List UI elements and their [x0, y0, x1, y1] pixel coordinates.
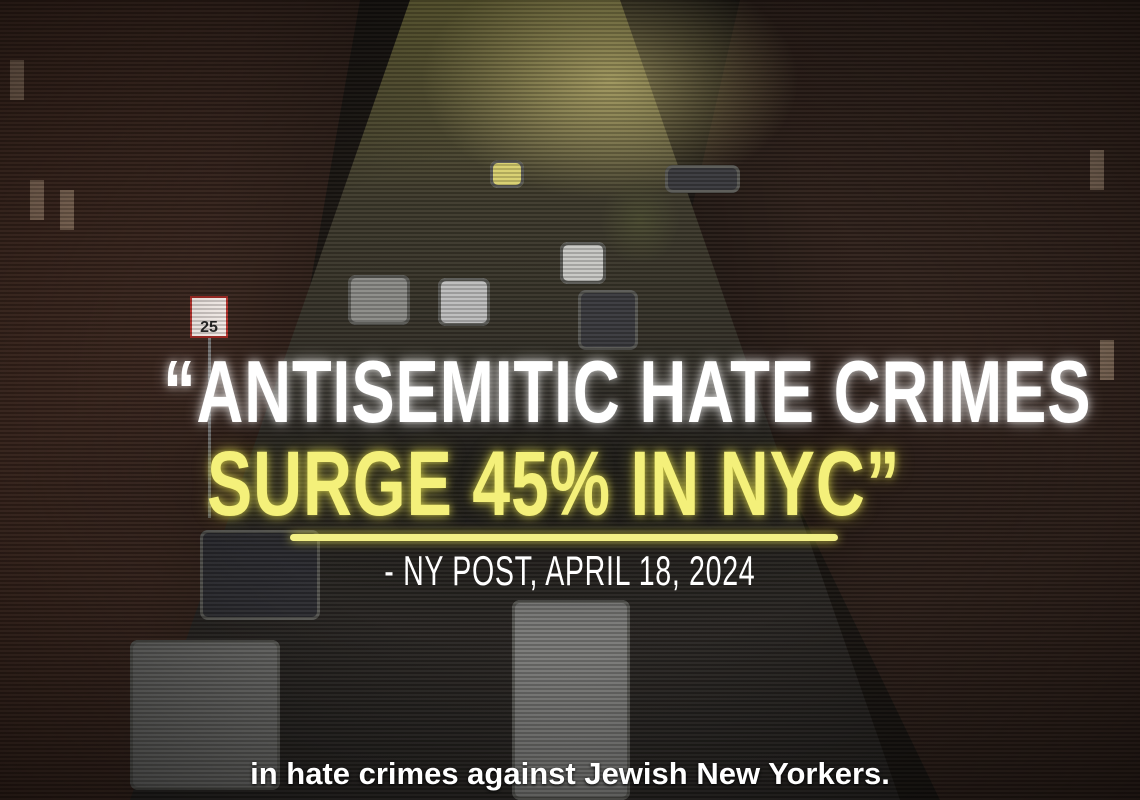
subtitle-caption: in hate crimes against Jewish New Yorker… — [250, 756, 890, 791]
quote-line-1-text: “ANTISEMITIC HATE CRIMES — [163, 342, 1092, 441]
quote-line-2-text: SURGE 45% IN NYC” — [207, 433, 901, 535]
quote-line-2: SURGE 45% IN NYC” — [0, 438, 1124, 530]
highlight-underline — [290, 534, 838, 541]
attribution: - NY POST, APRIL 18, 2024 — [0, 548, 1140, 594]
quote-line-1: “ANTISEMITIC HATE CRIMES — [0, 348, 1140, 436]
attribution-text: - NY POST, APRIL 18, 2024 — [384, 547, 756, 594]
